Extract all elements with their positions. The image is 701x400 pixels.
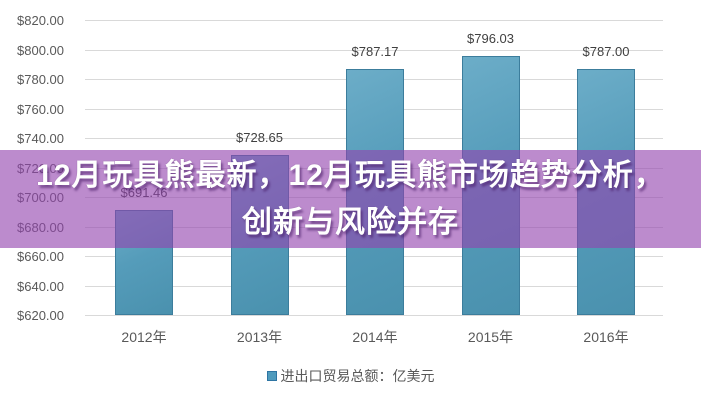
gridline [85,315,663,316]
bar-value-label: $787.00 [582,44,630,60]
y-tick-label: $780.00 [17,72,64,87]
y-tick-label: $760.00 [17,101,64,117]
x-tick-label: 2013年 [236,329,283,345]
chart-legend: 进出口贸易总额：亿美元 [0,366,701,386]
y-tick-label: $800.00 [17,42,64,58]
x-tick-label: 2016年 [583,329,629,345]
bar-value-label: $796.03 [467,30,514,46]
x-tick-label: 2012年 [121,329,167,345]
gridline [85,20,663,21]
y-tick-label: $820.00 [17,13,64,28]
legend-swatch-icon [266,371,277,381]
banner-title-line2: 创新与风险并存 [242,206,459,239]
bar-value-label: $728.65 [236,130,283,146]
banner-title-line1: 12月玩具熊最新，12月玩具熊市场趋势分析， [36,159,665,192]
y-tick-label: $740.00 [17,131,64,146]
x-tick-label: 2015年 [467,329,514,345]
bar-value-label: $787.17 [351,43,399,59]
legend-label: 进出口贸易总额：亿美元 [280,368,435,384]
y-tick-label: $660.00 [17,249,64,264]
title-banner-overlay: 12月玩具熊最新，12月玩具熊市场趋势分析， 创新与风险并存 [0,150,701,248]
y-tick-label: $620.00 [17,308,64,323]
gridline [85,49,663,51]
x-tick-label: 2014年 [352,329,398,345]
y-tick-label: $640.00 [17,278,64,294]
